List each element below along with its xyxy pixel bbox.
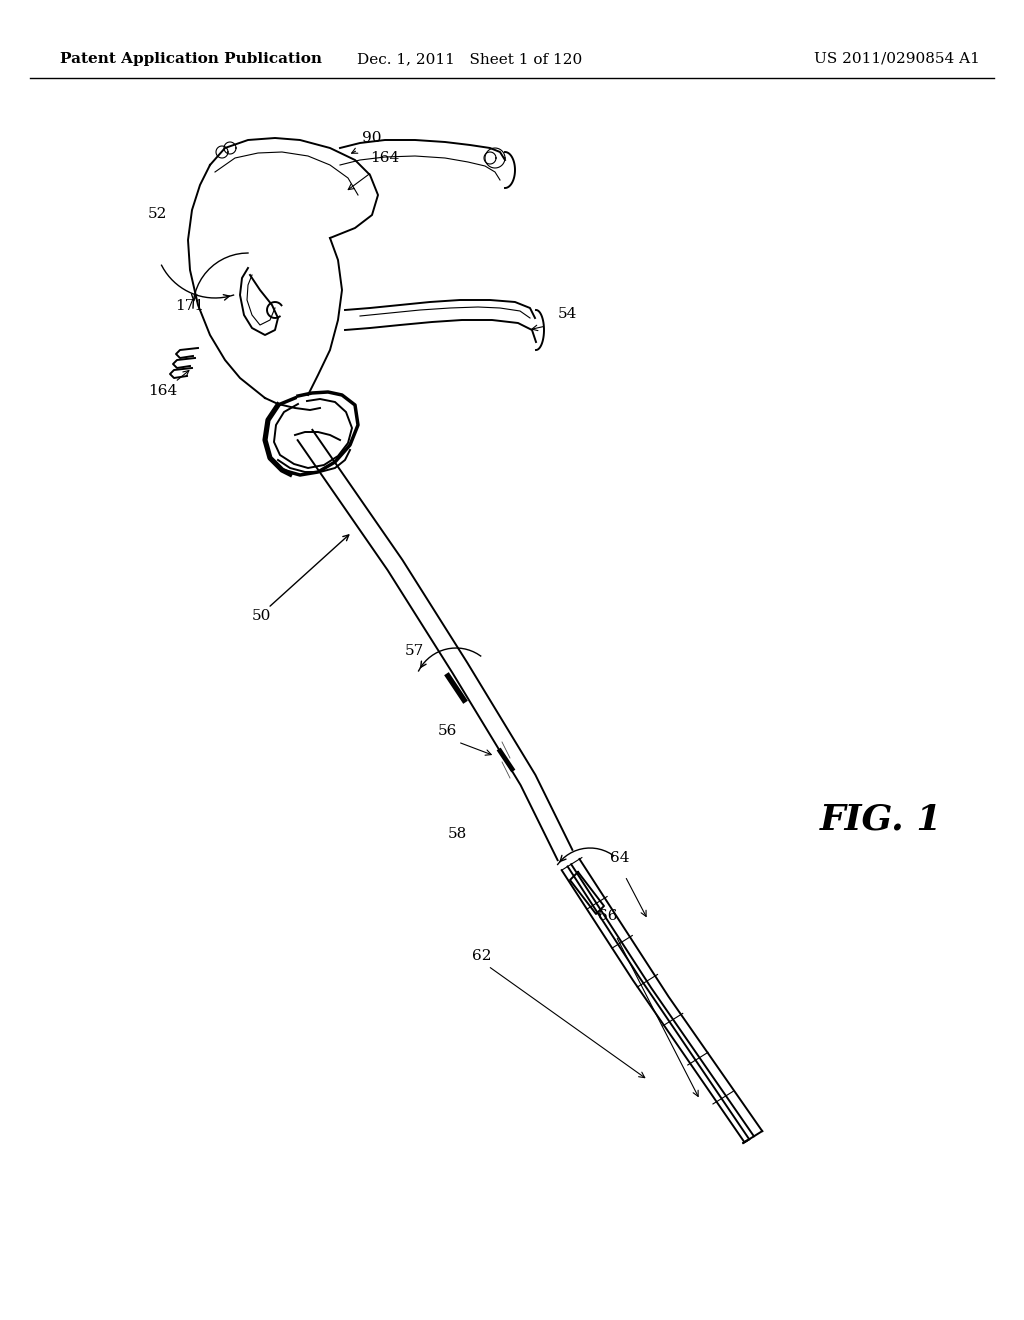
Text: 164: 164 xyxy=(148,384,177,399)
Text: 64: 64 xyxy=(610,851,630,865)
Text: Dec. 1, 2011   Sheet 1 of 120: Dec. 1, 2011 Sheet 1 of 120 xyxy=(357,51,583,66)
Text: 66: 66 xyxy=(598,909,617,923)
Text: 90: 90 xyxy=(362,131,382,145)
Text: Patent Application Publication: Patent Application Publication xyxy=(60,51,322,66)
Text: FIG. 1: FIG. 1 xyxy=(820,803,942,837)
Text: 58: 58 xyxy=(449,828,467,841)
Text: 164: 164 xyxy=(370,150,399,165)
Text: US 2011/0290854 A1: US 2011/0290854 A1 xyxy=(814,51,980,66)
Text: 52: 52 xyxy=(148,207,167,220)
Text: 57: 57 xyxy=(406,644,424,657)
Text: 56: 56 xyxy=(438,723,458,738)
Text: 62: 62 xyxy=(472,949,492,964)
Text: 54: 54 xyxy=(558,308,578,321)
Text: 171: 171 xyxy=(175,300,204,313)
Text: 50: 50 xyxy=(252,609,271,623)
